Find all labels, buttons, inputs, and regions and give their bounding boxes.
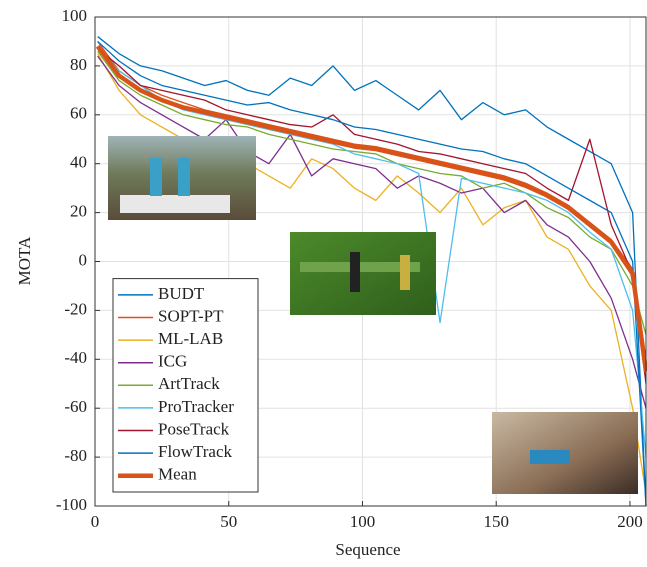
series-line bbox=[97, 36, 647, 507]
y-tick-label: -40 bbox=[64, 348, 87, 367]
y-tick-label: 80 bbox=[70, 55, 87, 74]
series-line bbox=[97, 50, 647, 336]
legend-label: BUDT bbox=[158, 284, 205, 303]
legend: BUDT SOPT-PT ML-LAB ICG ArtTrack ProTracker Po… bbox=[112, 278, 259, 493]
legend-label: ICG bbox=[158, 352, 187, 371]
y-tick-label: 20 bbox=[70, 202, 87, 221]
lines bbox=[95, 36, 647, 507]
y-tick-label: 100 bbox=[62, 6, 88, 25]
series-line bbox=[95, 45, 647, 372]
y-axis-label: MOTA bbox=[15, 236, 34, 285]
axes: 0 50 100 150 200 -100 -80 -60 -40 -20 0 20 40 60 80 100 bbox=[56, 6, 643, 531]
legend-label: ArtTrack bbox=[158, 374, 220, 393]
series-line bbox=[97, 40, 647, 507]
legend-label: Mean bbox=[158, 465, 197, 484]
legend-label: PoseTrack bbox=[158, 419, 230, 438]
y-tick-label: -100 bbox=[56, 495, 87, 514]
x-tick-label: 200 bbox=[617, 512, 643, 531]
x-tick-label: 0 bbox=[91, 512, 100, 531]
y-tick-label: -20 bbox=[64, 299, 87, 318]
legend-label: FlowTrack bbox=[158, 442, 232, 461]
x-axis-label: Sequence bbox=[335, 540, 400, 559]
photo bbox=[492, 412, 638, 494]
x-tick-label: 100 bbox=[350, 512, 376, 531]
legend-label: SOPT-PT bbox=[158, 306, 224, 325]
y-tick-label: 60 bbox=[70, 104, 87, 123]
series-line bbox=[97, 45, 647, 458]
series-line bbox=[97, 55, 647, 409]
y-tick-label: 40 bbox=[70, 153, 87, 172]
series-line bbox=[97, 48, 647, 384]
photo bbox=[108, 136, 256, 220]
y-tick-label: -60 bbox=[64, 397, 87, 416]
y-tick-label: 0 bbox=[79, 250, 88, 269]
legend-label: ML-LAB bbox=[158, 329, 223, 348]
photo bbox=[290, 232, 436, 315]
y-tick-label: -80 bbox=[64, 446, 87, 465]
x-tick-label: 150 bbox=[483, 512, 509, 531]
legend-label: ProTracker bbox=[158, 397, 234, 416]
x-tick-label: 50 bbox=[220, 512, 237, 531]
